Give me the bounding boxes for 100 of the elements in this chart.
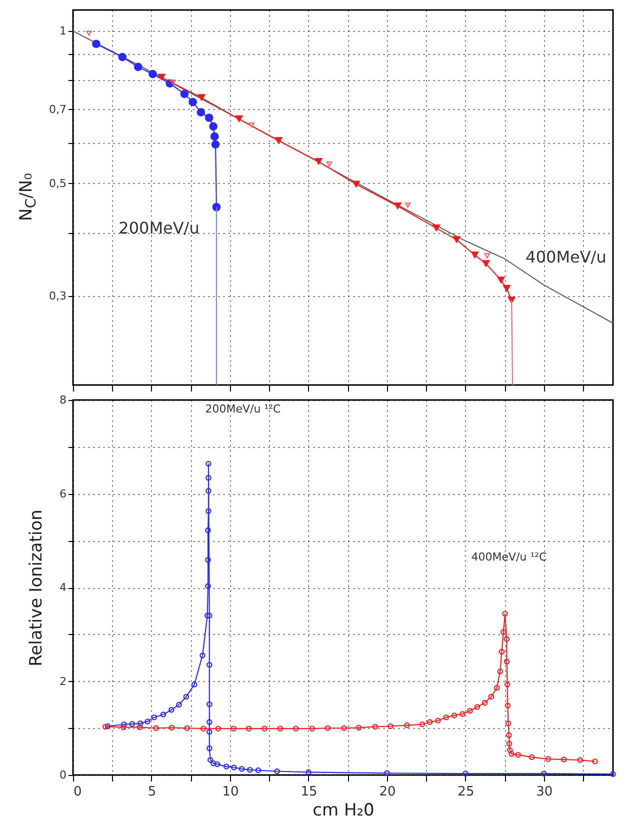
point — [148, 70, 157, 78]
point — [184, 725, 190, 732]
point — [500, 629, 506, 635]
point — [206, 460, 212, 467]
point — [160, 712, 166, 718]
point — [158, 74, 166, 81]
point — [504, 658, 510, 664]
point — [205, 527, 211, 534]
point — [502, 610, 508, 617]
point — [505, 720, 512, 726]
point — [215, 726, 222, 732]
point — [230, 726, 236, 732]
point — [210, 132, 219, 141]
point — [204, 114, 214, 122]
point — [497, 668, 504, 674]
point — [183, 694, 190, 700]
point — [498, 648, 505, 655]
point — [262, 726, 268, 732]
point — [248, 122, 255, 128]
point — [470, 251, 480, 259]
point — [234, 115, 244, 123]
point — [206, 701, 212, 708]
point — [394, 202, 402, 210]
point — [209, 122, 218, 131]
x-tick-label: 5 — [148, 784, 156, 800]
annotation: 200MeV/u — [118, 218, 200, 238]
point — [435, 718, 441, 724]
point — [191, 682, 198, 688]
x-tick-label: 30 — [536, 784, 553, 800]
point — [326, 162, 332, 167]
point — [92, 40, 100, 48]
point — [451, 712, 458, 718]
y-tick-label: 0,3 — [49, 289, 66, 302]
point — [176, 702, 182, 708]
point — [206, 508, 212, 514]
point — [134, 62, 142, 72]
point — [211, 140, 220, 149]
point — [151, 714, 158, 720]
point — [120, 724, 126, 730]
point — [506, 740, 512, 746]
point — [482, 700, 488, 706]
point — [153, 725, 159, 732]
point — [129, 721, 136, 727]
point — [356, 724, 362, 731]
point — [504, 702, 511, 709]
point — [384, 770, 390, 776]
point — [506, 747, 513, 754]
point — [341, 725, 347, 732]
point — [137, 720, 144, 726]
point — [200, 726, 206, 732]
point — [205, 556, 211, 563]
line-series — [72, 30, 614, 324]
point — [404, 722, 410, 728]
point — [504, 682, 510, 688]
point — [388, 723, 394, 730]
point — [452, 236, 461, 244]
y-tick-label: 2 — [60, 674, 66, 688]
point — [432, 224, 441, 232]
point — [352, 180, 360, 188]
x-tick-label: 10 — [222, 784, 239, 800]
point — [231, 764, 237, 770]
point — [188, 98, 197, 106]
point — [168, 706, 174, 713]
point — [528, 754, 535, 760]
y-axis-title: Relative Ionization — [26, 510, 46, 666]
point — [443, 714, 450, 720]
annotation: 400MeV/u — [526, 248, 606, 266]
point — [206, 474, 212, 481]
point — [306, 769, 312, 776]
point — [214, 761, 220, 768]
point — [494, 684, 500, 691]
point — [426, 719, 433, 725]
point — [206, 745, 212, 752]
point — [86, 30, 92, 36]
point — [206, 719, 212, 725]
point — [541, 770, 547, 776]
x-tick-label: 25 — [458, 784, 474, 800]
y-tick-label: 0,5 — [49, 176, 66, 190]
point — [274, 768, 280, 774]
point — [121, 721, 127, 728]
point — [196, 108, 206, 116]
point — [210, 760, 216, 766]
point — [168, 724, 175, 731]
point — [506, 732, 512, 738]
point — [309, 726, 315, 732]
point — [136, 724, 143, 730]
point — [482, 260, 490, 268]
point — [206, 728, 212, 735]
y-tick-label: 4 — [60, 581, 66, 594]
point — [314, 158, 323, 166]
annotation: 400MeV/u ¹²C — [471, 550, 547, 564]
point — [170, 80, 176, 85]
point — [484, 253, 490, 258]
y-tick-label: 0,7 — [49, 102, 66, 116]
point — [474, 704, 480, 710]
point — [206, 612, 212, 619]
point — [502, 284, 511, 292]
point — [508, 751, 514, 757]
point — [207, 757, 214, 763]
point — [560, 756, 567, 762]
